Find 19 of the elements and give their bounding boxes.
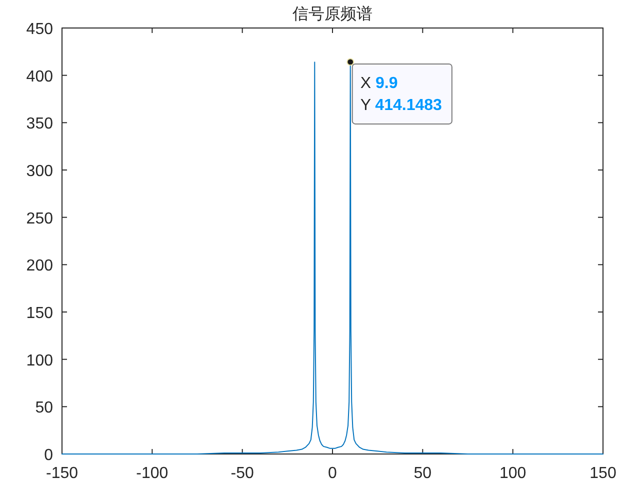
y-tick-label: 100 — [26, 352, 54, 370]
x-tick-label: 0 — [328, 465, 338, 482]
y-tick-label: 150 — [26, 305, 54, 322]
x-tick-label: -50 — [230, 465, 254, 482]
x-tick-label: 150 — [590, 465, 616, 482]
y-tick-label: 50 — [35, 400, 54, 417]
x-tick-label: 100 — [499, 465, 526, 482]
x-tick-label: 50 — [414, 465, 432, 482]
y-tick-label: 350 — [26, 116, 54, 133]
y-tick-label: 400 — [26, 68, 54, 86]
y-tick-label: 200 — [26, 258, 54, 275]
y-tick-label: 250 — [26, 210, 54, 228]
annotation: X 9.9 Y 414.1483 — [360, 74, 442, 114]
x-tick-label: -100 — [136, 465, 168, 482]
y-tick-label: 450 — [26, 21, 54, 38]
y-tick-label: 300 — [26, 163, 54, 180]
x-tick-label: -150 — [46, 465, 78, 482]
chart-title: 信号原频谱 — [292, 4, 372, 23]
y-tick-label: 0 — [44, 447, 54, 464]
